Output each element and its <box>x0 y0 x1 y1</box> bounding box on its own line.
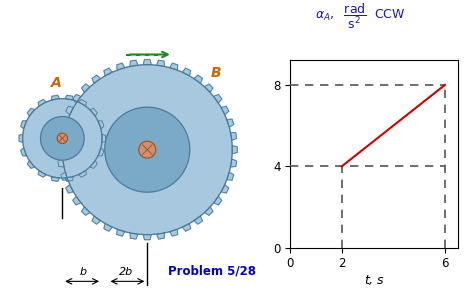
Polygon shape <box>21 148 26 156</box>
Circle shape <box>41 117 84 160</box>
Text: $\alpha_A,$  $\dfrac{\rm rad}{\rm s^2}$  CCW: $\alpha_A,$ $\dfrac{\rm rad}{\rm s^2}$ C… <box>315 1 406 31</box>
Polygon shape <box>170 63 178 70</box>
Polygon shape <box>104 68 112 76</box>
Polygon shape <box>92 75 101 83</box>
Polygon shape <box>66 185 73 193</box>
Polygon shape <box>38 170 46 177</box>
Text: b: b <box>80 267 87 277</box>
Polygon shape <box>58 132 64 140</box>
Circle shape <box>105 107 190 192</box>
Polygon shape <box>73 196 81 205</box>
Circle shape <box>62 65 232 235</box>
Polygon shape <box>51 95 59 100</box>
Text: A: A <box>51 76 61 90</box>
Polygon shape <box>157 60 165 66</box>
Polygon shape <box>143 235 151 240</box>
Polygon shape <box>78 99 86 106</box>
Polygon shape <box>214 94 222 103</box>
Text: Problem 5/28: Problem 5/28 <box>169 264 256 277</box>
Polygon shape <box>98 148 104 156</box>
Polygon shape <box>82 84 90 92</box>
Polygon shape <box>230 159 236 167</box>
Polygon shape <box>194 75 202 83</box>
Polygon shape <box>194 216 202 224</box>
Polygon shape <box>104 223 112 231</box>
Polygon shape <box>230 132 236 140</box>
Polygon shape <box>92 216 101 224</box>
Polygon shape <box>227 119 234 127</box>
Polygon shape <box>221 185 229 193</box>
Polygon shape <box>98 121 104 129</box>
Polygon shape <box>130 233 138 239</box>
Text: B: B <box>211 67 222 80</box>
Polygon shape <box>90 108 97 116</box>
Polygon shape <box>221 106 229 115</box>
Polygon shape <box>19 134 23 143</box>
Polygon shape <box>65 95 73 100</box>
Polygon shape <box>27 108 34 116</box>
Polygon shape <box>57 146 62 154</box>
Polygon shape <box>21 121 26 129</box>
Circle shape <box>23 99 102 178</box>
Polygon shape <box>130 60 138 66</box>
Polygon shape <box>117 229 125 236</box>
Polygon shape <box>232 146 237 154</box>
Polygon shape <box>82 207 90 215</box>
Polygon shape <box>27 161 34 168</box>
Polygon shape <box>182 68 191 76</box>
X-axis label: $t$, s: $t$, s <box>363 273 385 287</box>
Polygon shape <box>61 119 67 127</box>
Polygon shape <box>90 161 97 168</box>
Polygon shape <box>157 233 165 239</box>
Circle shape <box>139 141 156 158</box>
Polygon shape <box>204 207 213 215</box>
Polygon shape <box>214 196 222 205</box>
Polygon shape <box>61 172 67 180</box>
Polygon shape <box>78 170 86 177</box>
Text: 2b: 2b <box>119 267 133 277</box>
Polygon shape <box>65 177 73 181</box>
Polygon shape <box>227 172 234 180</box>
Polygon shape <box>143 60 151 65</box>
Polygon shape <box>170 229 178 236</box>
Polygon shape <box>102 134 106 143</box>
Polygon shape <box>51 177 59 181</box>
Polygon shape <box>38 99 46 106</box>
Polygon shape <box>58 159 64 167</box>
Polygon shape <box>66 106 73 115</box>
Polygon shape <box>117 63 125 70</box>
Polygon shape <box>182 223 191 231</box>
Polygon shape <box>73 94 81 103</box>
Circle shape <box>57 133 67 143</box>
Polygon shape <box>204 84 213 92</box>
